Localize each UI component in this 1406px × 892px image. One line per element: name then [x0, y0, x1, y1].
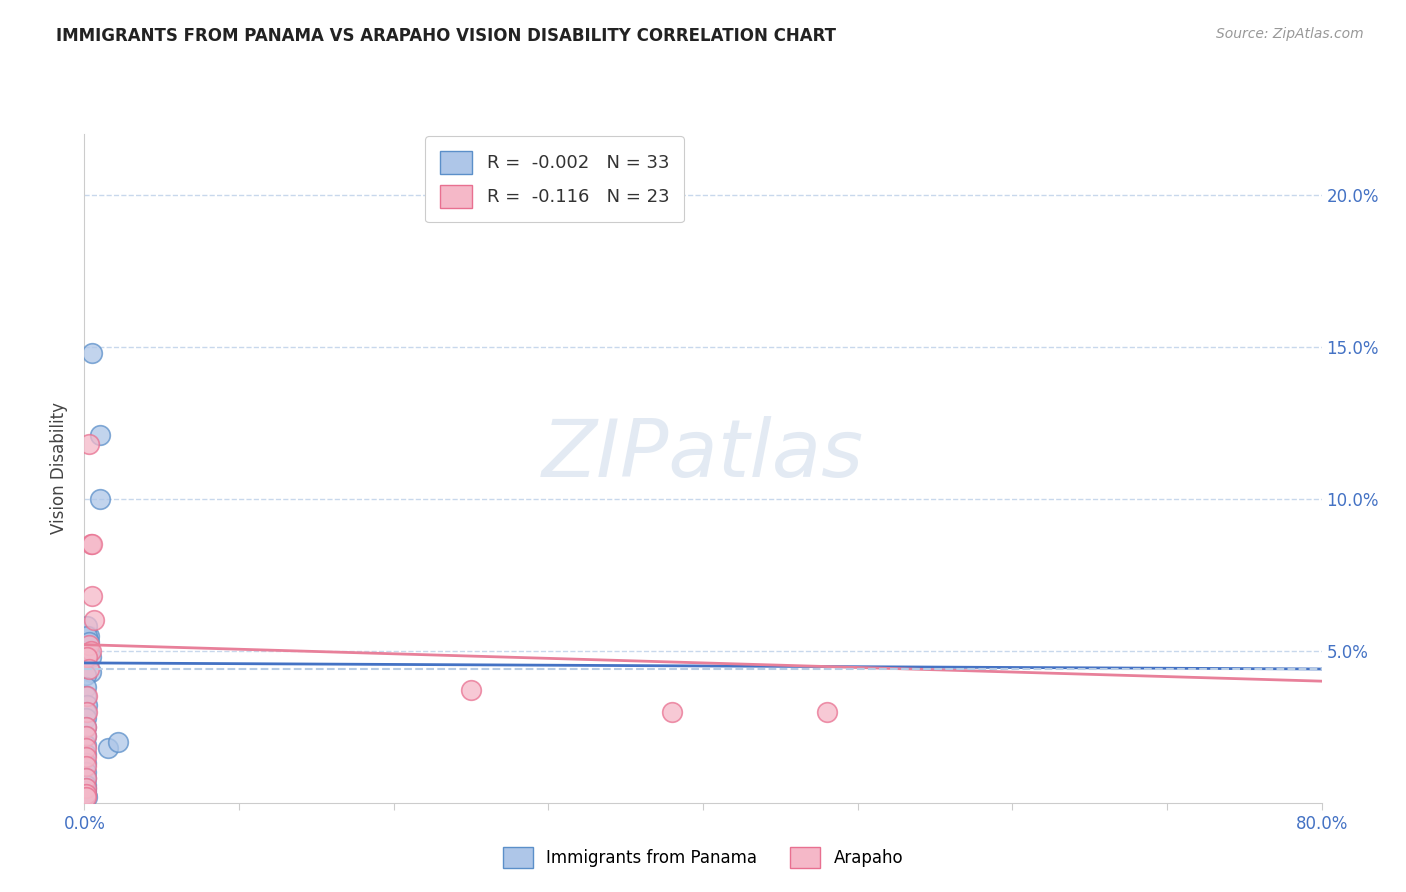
Point	[76, 789, 98, 804]
Point	[76, 638, 98, 652]
Point	[77, 634, 100, 648]
Legend: R =  -0.002   N = 33, R =  -0.116   N = 23: R = -0.002 N = 33, R = -0.116 N = 23	[425, 136, 683, 222]
Point	[75, 780, 97, 795]
Point	[75, 690, 97, 704]
Point	[460, 683, 482, 698]
Point	[76, 698, 98, 713]
Point	[77, 638, 100, 652]
Point	[77, 437, 100, 451]
Point	[82, 589, 104, 603]
Point	[79, 537, 101, 551]
Point	[79, 649, 101, 664]
Point	[77, 644, 100, 658]
Point	[76, 619, 98, 633]
Point	[75, 780, 97, 795]
Point	[97, 741, 120, 756]
Text: IMMIGRANTS FROM PANAMA VS ARAPAHO VISION DISABILITY CORRELATION CHART: IMMIGRANTS FROM PANAMA VS ARAPAHO VISION…	[56, 27, 837, 45]
Text: ZIPatlas: ZIPatlas	[541, 416, 865, 494]
Point	[76, 705, 98, 719]
Point	[75, 720, 97, 734]
Point	[82, 537, 104, 551]
Point	[75, 787, 97, 801]
Point	[75, 772, 97, 786]
Point	[83, 613, 105, 627]
Point	[75, 787, 97, 801]
Point	[75, 720, 97, 734]
Point	[75, 741, 97, 756]
Point	[89, 428, 111, 442]
Point	[75, 747, 97, 761]
Y-axis label: Vision Disability: Vision Disability	[51, 402, 69, 534]
Point	[75, 729, 97, 743]
Point	[75, 738, 97, 752]
Point	[75, 787, 97, 801]
Point	[75, 765, 97, 780]
Point	[75, 668, 97, 682]
Point	[75, 789, 97, 804]
Point	[75, 772, 97, 786]
Point	[79, 644, 101, 658]
Point	[75, 705, 97, 719]
Point	[79, 665, 101, 679]
Point	[75, 750, 97, 764]
Point	[661, 705, 683, 719]
Point	[75, 759, 97, 773]
Point	[815, 705, 838, 719]
Point	[75, 787, 97, 801]
Point	[77, 628, 100, 642]
Point	[75, 756, 97, 771]
Point	[75, 783, 97, 797]
Point	[77, 662, 100, 676]
Legend: Immigrants from Panama, Arapaho: Immigrants from Panama, Arapaho	[496, 840, 910, 875]
Point	[76, 690, 98, 704]
Point	[107, 735, 129, 749]
Point	[75, 729, 97, 743]
Text: Source: ZipAtlas.com: Source: ZipAtlas.com	[1216, 27, 1364, 41]
Point	[82, 345, 104, 359]
Point	[89, 491, 111, 506]
Point	[76, 628, 98, 642]
Point	[75, 778, 97, 792]
Point	[76, 649, 98, 664]
Point	[75, 711, 97, 725]
Point	[75, 680, 97, 694]
